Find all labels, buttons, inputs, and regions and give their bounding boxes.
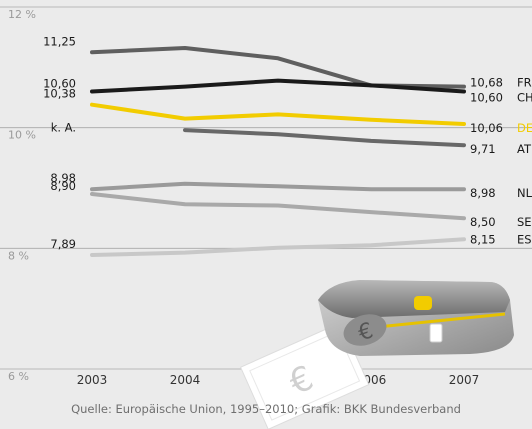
series-name-label: CH: [517, 90, 532, 104]
series-name-label: SE: [517, 215, 532, 229]
series-name-label: FR: [517, 76, 532, 90]
series-name-label: DE: [517, 121, 532, 135]
series-line: [90, 181, 466, 192]
y-tick-label: 6 %: [8, 370, 29, 383]
series-es: 8,15 ES 7,89: [50, 232, 532, 257]
series-line: [90, 78, 466, 94]
end-value-label: 8,50: [470, 215, 496, 229]
end-value-label: 10,60: [470, 90, 503, 104]
series-line: [90, 192, 466, 221]
source-note: Quelle: Europäische Union, 1995–2010; Gr…: [71, 402, 461, 416]
x-tick-label: 2007: [449, 373, 480, 387]
y-tick-label: 8 %: [8, 249, 29, 262]
end-value-label: 8,98: [470, 186, 496, 200]
series-de: 10,06 DE 10,38: [43, 87, 532, 135]
start-value-label: 10,60: [43, 76, 76, 90]
series-name-label: NL: [517, 186, 532, 200]
series-se: 8,50 SE 8,90: [50, 179, 531, 229]
series-name-label: AT: [517, 142, 532, 156]
series-at: 9,71 AT k. A.: [51, 121, 532, 156]
wallet-icon: € €: [239, 280, 514, 429]
series-name-label: ES: [517, 232, 532, 246]
series-line: [90, 102, 466, 126]
start-value-label: 7,89: [50, 237, 76, 251]
end-value-label: 9,71: [470, 142, 496, 156]
end-value-label: 10,68: [470, 76, 503, 90]
x-tick-label: 2003: [77, 373, 108, 387]
series-line: [183, 128, 466, 148]
start-value-label: 8,90: [50, 179, 76, 193]
end-value-label: 10,06: [470, 121, 503, 135]
series-ch: 10,60 CH 10,60: [43, 76, 532, 104]
end-value-label: 8,15: [470, 232, 496, 246]
x-tick-label: 2004: [170, 373, 201, 387]
series-nl: 8,98 NL 8,98: [50, 171, 532, 200]
y-tick-label: 12 %: [8, 8, 36, 21]
y-tick-label: 10 %: [8, 129, 36, 142]
series-lines: 10,68 FR 11,25 10,60 CH 10,60 10,06 DE 10,38 9,71…: [43, 34, 532, 257]
start-value-label: k. A.: [51, 121, 76, 135]
series-line: [90, 237, 466, 257]
y-axis-tick-labels: 12 % 10 % 8 % 6 %: [8, 8, 36, 383]
start-value-label: 11,25: [43, 34, 76, 48]
start-value-label: 10,38: [43, 87, 76, 101]
start-value-label: 8,98: [50, 171, 76, 185]
